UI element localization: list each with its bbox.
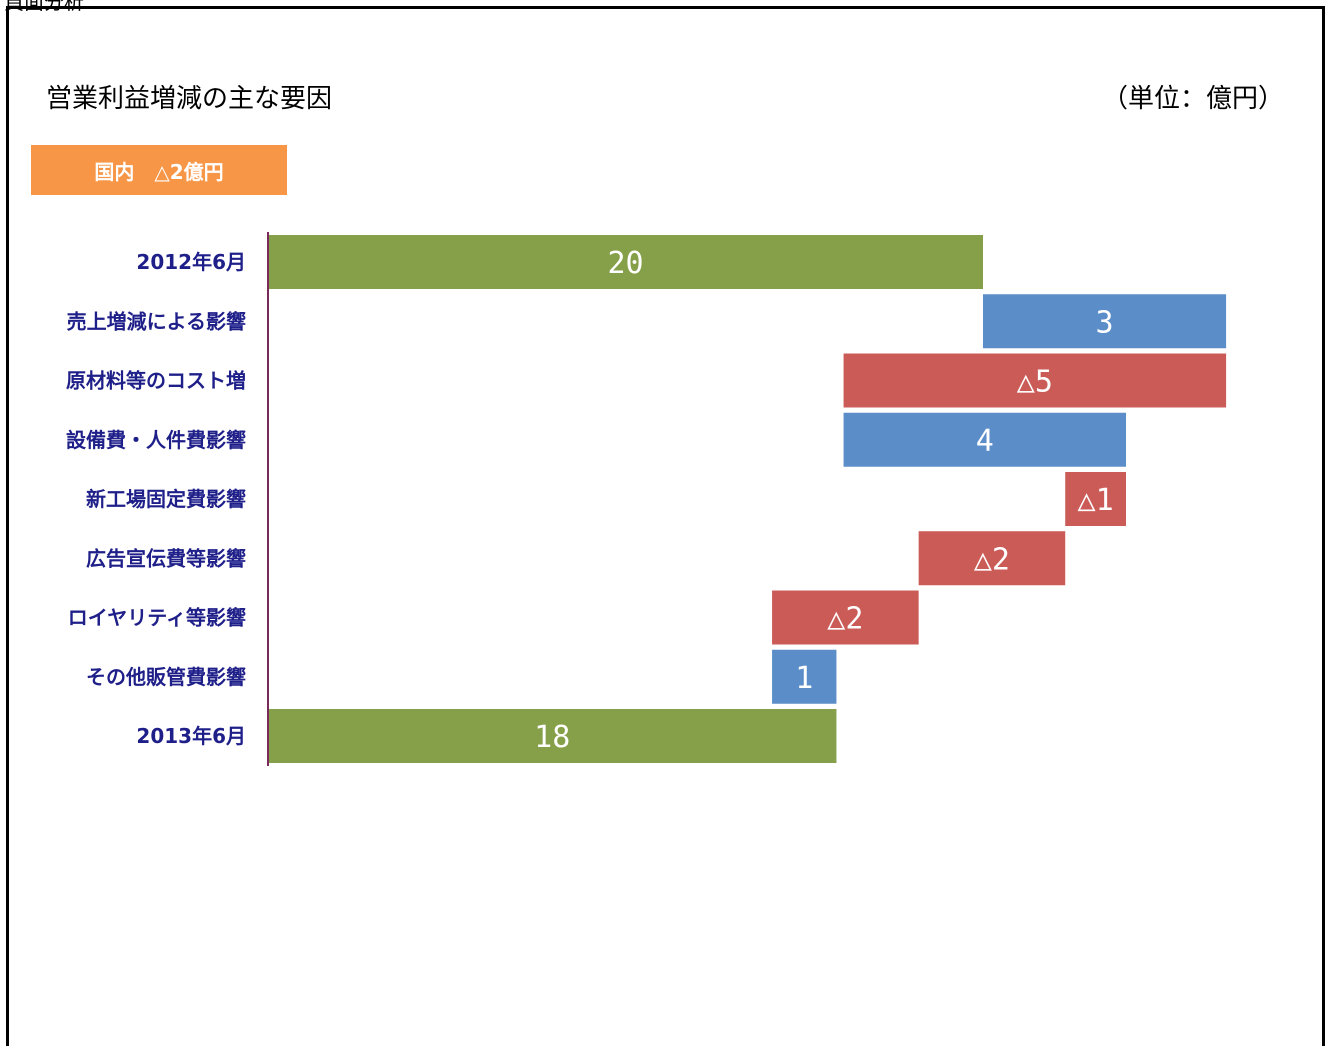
bar-6 — [918, 531, 1066, 586]
category-label: 新工場固定費影響 — [86, 487, 246, 511]
bars-layer: 20 3 △5 4 △1 △2 △2 1 18 — [268, 235, 1227, 763]
category-label: その他販管費影響 — [86, 665, 246, 689]
unit-label: （単位：億円） — [1101, 84, 1284, 114]
bar-9 — [268, 709, 837, 763]
chart-frame — [6, 6, 1325, 1046]
bar-8 — [772, 649, 837, 704]
bar-value-label: 4 — [976, 424, 994, 459]
bar-7 — [772, 590, 919, 645]
bar-value-label: 20 — [607, 246, 643, 281]
bar-value-label: △5 — [1017, 365, 1053, 400]
bar-1 — [268, 235, 983, 289]
category-label: 原材料等のコスト増 — [66, 369, 246, 393]
category-label: 設備費・人件費影響 — [66, 428, 246, 452]
category-label: ロイヤリティ等影響 — [68, 606, 246, 630]
category-labels: 2012年6月売上増減による影響原材料等のコスト増設備費・人件費影響新工場固定費… — [66, 250, 246, 748]
bar-2 — [983, 294, 1227, 349]
bar-value-label: △2 — [974, 542, 1010, 577]
category-label: 広告宣伝費等影響 — [86, 546, 246, 570]
category-label: 2012年6月 — [136, 250, 246, 274]
bar-value-label: △2 — [827, 602, 863, 637]
bar-value-label: 3 — [1096, 305, 1114, 340]
bar-value-label: △1 — [1078, 483, 1114, 518]
domestic-badge: 国内 △2億円 — [31, 145, 287, 195]
category-label: 売上増減による影響 — [67, 309, 246, 333]
bar-3 — [843, 353, 1227, 408]
category-label: 2013年6月 — [136, 724, 246, 748]
bar-value-label: 18 — [534, 720, 570, 755]
chart-title: 営業利益増減の主な要因 — [46, 84, 333, 114]
bar-4 — [843, 412, 1126, 467]
bar-5 — [1065, 472, 1126, 526]
bar-value-label: 1 — [795, 661, 813, 696]
